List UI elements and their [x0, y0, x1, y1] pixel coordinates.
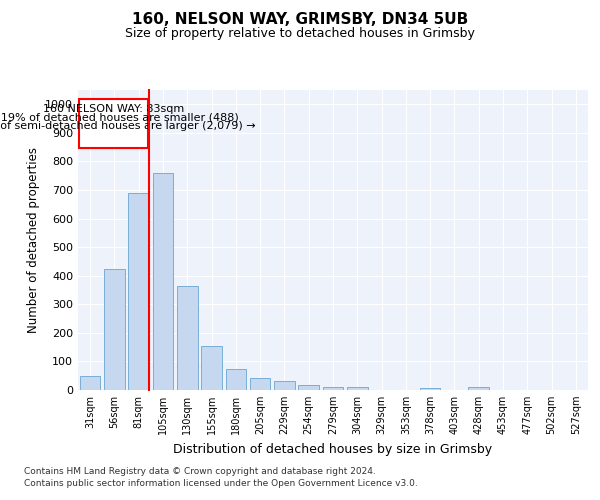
- FancyBboxPatch shape: [79, 98, 148, 148]
- Bar: [469, 387, 489, 390]
- Text: ← 19% of detached houses are smaller (488): ← 19% of detached houses are smaller (48…: [0, 112, 239, 122]
- Text: Contains public sector information licensed under the Open Government Licence v3: Contains public sector information licen…: [24, 479, 418, 488]
- Y-axis label: Number of detached properties: Number of detached properties: [26, 147, 40, 333]
- Bar: [347, 387, 368, 390]
- Bar: [201, 346, 222, 390]
- Bar: [226, 368, 246, 390]
- X-axis label: Distribution of detached houses by size in Grimsby: Distribution of detached houses by size …: [173, 442, 493, 456]
- Bar: [80, 376, 100, 390]
- Bar: [323, 386, 343, 390]
- Text: 81% of semi-detached houses are larger (2,079) →: 81% of semi-detached houses are larger (…: [0, 121, 256, 131]
- Bar: [420, 388, 440, 390]
- Bar: [128, 194, 149, 390]
- Bar: [177, 286, 197, 390]
- Bar: [274, 382, 295, 390]
- Text: Contains HM Land Registry data © Crown copyright and database right 2024.: Contains HM Land Registry data © Crown c…: [24, 467, 376, 476]
- Bar: [250, 378, 271, 390]
- Text: Size of property relative to detached houses in Grimsby: Size of property relative to detached ho…: [125, 28, 475, 40]
- Bar: [152, 174, 173, 390]
- Bar: [104, 268, 125, 390]
- Text: 160, NELSON WAY, GRIMSBY, DN34 5UB: 160, NELSON WAY, GRIMSBY, DN34 5UB: [132, 12, 468, 28]
- Bar: [298, 385, 319, 390]
- Text: 160 NELSON WAY: 83sqm: 160 NELSON WAY: 83sqm: [43, 104, 184, 114]
